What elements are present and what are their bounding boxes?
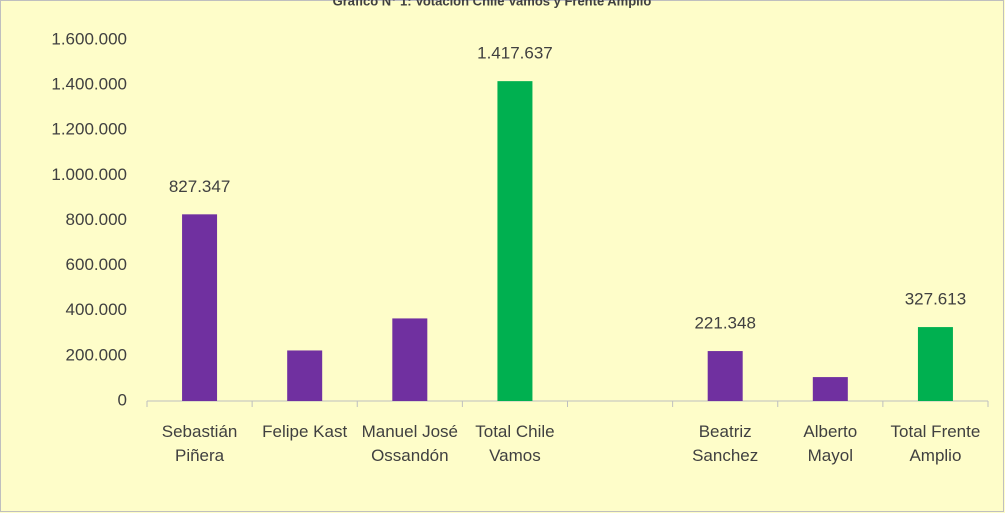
x-tick-label: Manuel José Ossandón	[362, 422, 458, 465]
chart-title: Gráfico N° 1: Votación Chile Vamos y Fre…	[333, 0, 652, 8]
x-tick-label: Total Frente Amplio	[891, 422, 981, 465]
data-label: 327.613	[905, 290, 966, 309]
y-tick-label: 1.200.000	[51, 120, 127, 139]
bar	[392, 318, 428, 401]
y-tick-label: 1.400.000	[51, 75, 127, 94]
data-label: 827.347	[169, 177, 230, 196]
y-tick-label: 200.000	[66, 345, 127, 364]
y-tick-label: 0	[118, 390, 127, 409]
y-tick-label: 400.000	[66, 300, 127, 319]
bar	[917, 327, 953, 401]
bar	[812, 377, 848, 401]
y-tick-label: 800.000	[66, 210, 127, 229]
bar	[497, 81, 533, 401]
y-tick-label: 600.000	[66, 255, 127, 274]
bar	[182, 214, 218, 401]
x-tick-label: Felipe Kast	[262, 422, 347, 441]
x-tick-label: Sebastián Piñera	[162, 422, 238, 465]
y-tick-label: 1.000.000	[51, 165, 127, 184]
x-tick-label: Total Chile Vamos	[475, 422, 554, 465]
data-label: 221.348	[694, 314, 755, 333]
y-tick-label: 1.600.000	[51, 29, 127, 48]
x-tick-label: Alberto Mayol	[803, 422, 857, 465]
x-tick-label: Beatriz Sanchez	[692, 422, 758, 465]
bar	[707, 351, 743, 401]
data-label: 1.417.637	[477, 44, 553, 63]
bar	[287, 350, 323, 401]
